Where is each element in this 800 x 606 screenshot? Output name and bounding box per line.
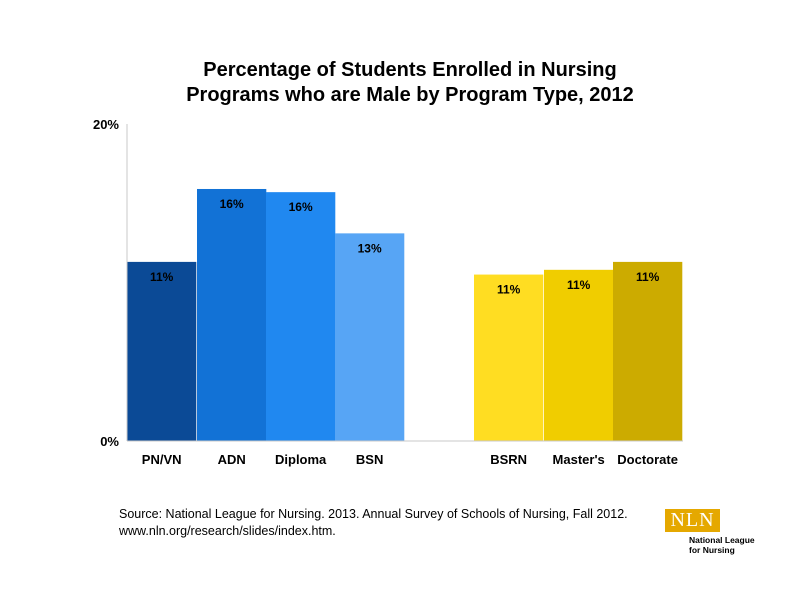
chart-title: Percentage of Students Enrolled in Nursi… [0,58,800,108]
source-note: Source: National League for Nursing. 201… [119,506,628,540]
bar-2 [197,188,267,441]
x-tick-label-1: PN/VN [142,452,182,467]
y-tick-label-1: 0% [100,434,119,449]
x-tick-label-4: BSN [356,452,383,467]
bar-5 [474,274,544,441]
nln-logo-text: National League for Nursing [689,535,755,555]
bar-4 [335,233,405,441]
chart-title-line-2: Programs who are Male by Program Type, 2… [186,84,634,106]
data-label-4: 13% [358,241,382,255]
bar-7 [613,261,683,441]
x-tick-label-3: Diploma [275,452,327,467]
bar-3 [266,192,336,441]
data-label-3: 16% [289,200,313,214]
x-tick-label-7: Doctorate [617,452,678,467]
data-label-5: 11% [497,283,521,297]
data-label-7: 11% [636,270,660,284]
logo-line-1: National League [689,535,755,545]
source-line-2: www.nln.org/research/slides/index.htm. [119,524,336,538]
x-tick-label-5: BSRN [490,452,527,467]
data-label-1: 11% [150,270,174,284]
logo-line-2: for Nursing [689,545,735,555]
data-label-6: 11% [567,278,591,292]
bar-6 [544,269,614,441]
y-tick-label-2: 20% [93,117,119,132]
chart-title-line-1: Percentage of Students Enrolled in Nursi… [203,59,617,81]
x-tick-label-6: Master's [553,452,605,467]
x-tick-label-2: ADN [218,452,246,467]
nln-logo-mark: NLN [665,509,720,532]
bar-1 [127,261,197,441]
source-line-1: Source: National League for Nursing. 201… [119,507,628,521]
data-label-2: 16% [220,197,244,211]
